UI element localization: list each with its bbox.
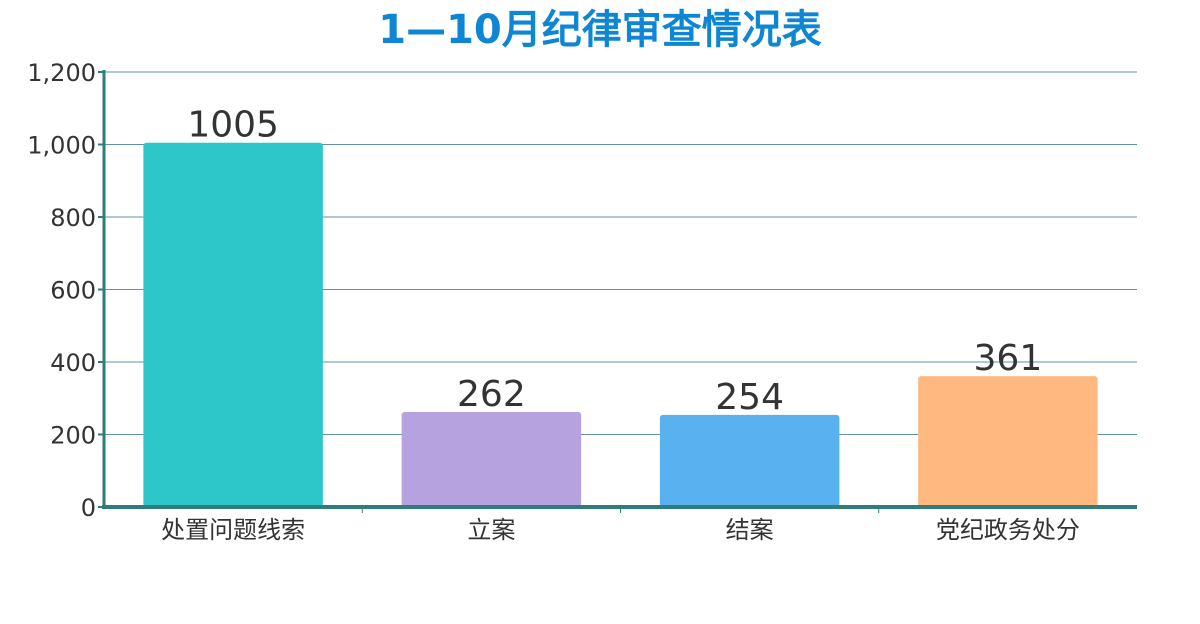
x-category-label: 立案 <box>467 516 515 544</box>
axes <box>98 70 1137 513</box>
bar <box>143 142 323 507</box>
bars <box>143 142 1098 507</box>
y-tick-label: 800 <box>50 204 96 232</box>
y-tick-label: 600 <box>50 277 96 305</box>
y-tick-label: 1,200 <box>27 59 96 87</box>
data-label: 1005 <box>187 105 279 146</box>
y-tick-label: 0 <box>81 494 96 522</box>
y-tick-label: 1,000 <box>27 132 96 160</box>
data-label: 254 <box>715 377 784 418</box>
data-label: 262 <box>457 374 526 415</box>
x-category-label: 处置问题线索 <box>161 516 305 544</box>
bar <box>401 412 582 507</box>
x-category-labels: 处置问题线索 立案 结案 党纪政务处分 <box>161 516 1080 544</box>
chart-title: 1—10月纪律审查情况表 <box>378 7 822 53</box>
x-category-label: 结案 <box>726 516 774 544</box>
bar <box>659 414 840 507</box>
data-labels: 1005 262 254 361 <box>187 105 1042 418</box>
bar <box>918 376 1098 507</box>
y-tick-label: 400 <box>50 349 96 377</box>
data-label: 361 <box>974 338 1043 379</box>
y-tick-label: 200 <box>50 422 96 450</box>
x-category-label: 党纪政务处分 <box>936 516 1080 544</box>
y-tick-labels: 0 200 400 600 800 1,000 1,200 <box>27 59 96 522</box>
